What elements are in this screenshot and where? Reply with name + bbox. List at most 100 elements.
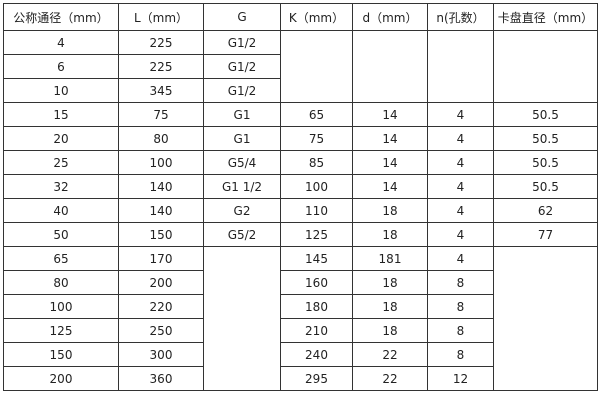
cell-thread-g: G1/2 — [203, 78, 281, 103]
cell-hole-d: 14 — [352, 102, 428, 127]
cell-hole-d: 14 — [352, 150, 428, 175]
cell-k-diameter: 110 — [280, 198, 353, 223]
cell-hole-d: 18 — [352, 198, 428, 223]
cell-thread-g — [203, 246, 281, 391]
table-row: 32 140 G1 1/2 100 14 4 50.5 — [3, 174, 598, 199]
cell-length: 360 — [118, 366, 204, 391]
cell-hole-count: 8 — [427, 318, 494, 343]
header-chuck-diameter: 卡盘直径（mm） — [493, 3, 598, 31]
table-row: 6 225 G1/2 — [3, 54, 598, 79]
cell-chuck-diameter: 50.5 — [493, 150, 598, 175]
cell-thread-g: G1 — [203, 126, 281, 151]
cell-length: 75 — [118, 102, 204, 127]
table-row: 40 140 G2 110 18 4 62 — [3, 198, 598, 223]
cell-nominal-diameter: 4 — [3, 30, 119, 55]
table-row: 25 100 G5/4 85 14 4 50.5 — [3, 150, 598, 175]
header-nominal-diameter: 公称通径（mm） — [3, 3, 119, 31]
cell-nominal-diameter: 10 — [3, 78, 119, 103]
cell-nominal-diameter: 15 — [3, 102, 119, 127]
header-hole-d: d（mm） — [352, 3, 428, 31]
spec-table: 公称通径（mm） L（mm） G K（mm） d（mm） n(孔数） 卡盘直径（mm） 4 22… — [3, 3, 598, 391]
cell-k-diameter: 75 — [280, 126, 353, 151]
cell-hole-d: 22 — [352, 366, 428, 391]
cell-k-diameter: 65 — [280, 102, 353, 127]
table-row: 80 200 160 18 8 — [3, 270, 598, 295]
cell-nominal-diameter: 80 — [3, 270, 119, 295]
cell-chuck-diameter — [493, 246, 598, 391]
cell-nominal-diameter: 100 — [3, 294, 119, 319]
cell-hole-d — [352, 30, 428, 103]
cell-length: 80 — [118, 126, 204, 151]
cell-k-diameter: 100 — [280, 174, 353, 199]
cell-nominal-diameter: 20 — [3, 126, 119, 151]
cell-chuck-diameter: 62 — [493, 198, 598, 223]
cell-hole-count: 12 — [427, 366, 494, 391]
cell-k-diameter: 125 — [280, 222, 353, 247]
cell-hole-d: 18 — [352, 222, 428, 247]
header-thread-g: G — [203, 3, 281, 31]
cell-hole-d: 14 — [352, 126, 428, 151]
cell-k-diameter — [280, 30, 353, 103]
cell-hole-count: 8 — [427, 270, 494, 295]
cell-k-diameter: 145 — [280, 246, 353, 271]
cell-hole-d: 18 — [352, 270, 428, 295]
cell-thread-g: G5/4 — [203, 150, 281, 175]
cell-hole-count: 4 — [427, 222, 494, 247]
table-row: 200 360 295 22 12 — [3, 366, 598, 391]
cell-length: 100 — [118, 150, 204, 175]
cell-thread-g: G1 — [203, 102, 281, 127]
cell-chuck-diameter: 50.5 — [493, 126, 598, 151]
cell-length: 170 — [118, 246, 204, 271]
cell-hole-count: 4 — [427, 174, 494, 199]
cell-length: 345 — [118, 78, 204, 103]
cell-hole-count: 4 — [427, 102, 494, 127]
cell-nominal-diameter: 25 — [3, 150, 119, 175]
cell-k-diameter: 210 — [280, 318, 353, 343]
cell-k-diameter: 295 — [280, 366, 353, 391]
cell-hole-count: 4 — [427, 198, 494, 223]
cell-length: 200 — [118, 270, 204, 295]
cell-thread-g: G1/2 — [203, 30, 281, 55]
cell-chuck-diameter — [493, 30, 598, 103]
table-row: 150 300 240 22 8 — [3, 342, 598, 367]
cell-chuck-diameter: 50.5 — [493, 102, 598, 127]
table-row: 4 225 G1/2 — [3, 30, 598, 103]
cell-hole-d: 18 — [352, 318, 428, 343]
cell-hole-count: 4 — [427, 150, 494, 175]
cell-nominal-diameter: 150 — [3, 342, 119, 367]
cell-thread-g: G1/2 — [203, 54, 281, 79]
cell-k-diameter: 180 — [280, 294, 353, 319]
cell-length: 140 — [118, 174, 204, 199]
header-hole-count: n(孔数） — [427, 3, 494, 31]
cell-length: 225 — [118, 54, 204, 79]
cell-thread-g: G2 — [203, 198, 281, 223]
cell-hole-count: 4 — [427, 126, 494, 151]
table-row: 20 80 G1 75 14 4 50.5 — [3, 126, 598, 151]
cell-length: 250 — [118, 318, 204, 343]
table-row: 65 170 145 181 4 — [3, 246, 598, 391]
cell-hole-d: 14 — [352, 174, 428, 199]
cell-length: 140 — [118, 198, 204, 223]
table-row: 50 150 G5/2 125 18 4 77 — [3, 222, 598, 247]
cell-thread-g: G5/2 — [203, 222, 281, 247]
cell-nominal-diameter: 125 — [3, 318, 119, 343]
cell-hole-count: 8 — [427, 294, 494, 319]
cell-nominal-diameter: 50 — [3, 222, 119, 247]
cell-hole-count — [427, 30, 494, 103]
cell-length: 225 — [118, 30, 204, 55]
cell-chuck-diameter: 77 — [493, 222, 598, 247]
cell-nominal-diameter: 6 — [3, 54, 119, 79]
table-row: 15 75 G1 65 14 4 50.5 — [3, 102, 598, 127]
cell-hole-d: 18 — [352, 294, 428, 319]
cell-nominal-diameter: 200 — [3, 366, 119, 391]
cell-length: 220 — [118, 294, 204, 319]
cell-k-diameter: 240 — [280, 342, 353, 367]
cell-nominal-diameter: 40 — [3, 198, 119, 223]
cell-length: 150 — [118, 222, 204, 247]
cell-nominal-diameter: 65 — [3, 246, 119, 271]
header-k-diameter: K（mm） — [280, 3, 353, 31]
cell-thread-g: G1 1/2 — [203, 174, 281, 199]
header-row: 公称通径（mm） L（mm） G K（mm） d（mm） n(孔数） 卡盘直径（mm） — [3, 3, 598, 31]
cell-chuck-diameter: 50.5 — [493, 174, 598, 199]
header-length: L（mm） — [118, 3, 204, 31]
